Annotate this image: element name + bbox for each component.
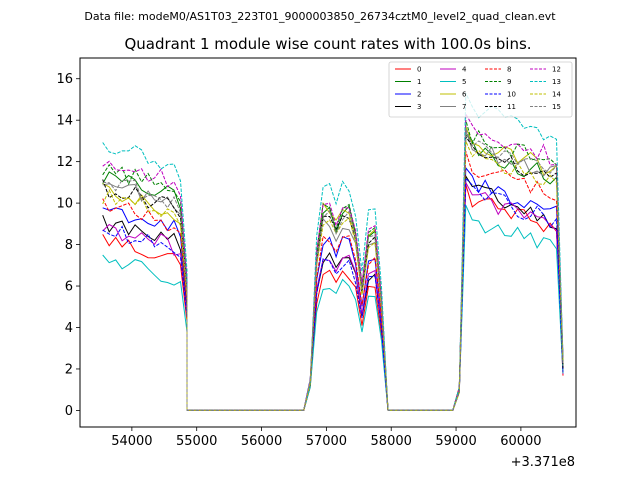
legend-label-1: 1 (417, 78, 421, 86)
y-tick-label: 8 (65, 238, 73, 253)
series-line-15 (102, 128, 564, 411)
x-axis-offset-label: +3.371e8 (511, 455, 575, 470)
series-line-1 (102, 133, 564, 411)
y-tick-label: 6 (65, 280, 73, 295)
legend-label-4: 4 (462, 66, 467, 74)
legend-label-13: 13 (552, 78, 561, 86)
y-axis: 0 2 4 6 8 10 12 14 16 (56, 72, 80, 419)
series-line-12 (102, 112, 564, 411)
series-group (102, 92, 564, 411)
y-tick-label: 4 (65, 321, 73, 336)
y-tick-label: 10 (56, 197, 73, 212)
legend-label-12: 12 (552, 66, 561, 74)
legend-label-7: 7 (462, 103, 466, 111)
legend-label-2: 2 (417, 91, 421, 99)
x-tick-label: 59000 (435, 434, 476, 449)
y-tick-label: 16 (56, 72, 73, 87)
x-axis: 54000 55000 56000 57000 58000 59000 60000 (111, 427, 542, 449)
y-tick-label: 12 (56, 155, 73, 170)
x-tick-label: 54000 (111, 434, 152, 449)
y-tick-label: 2 (65, 362, 73, 377)
series-line-13 (102, 92, 564, 411)
y-tick-label: 14 (56, 114, 73, 129)
x-tick-label: 57000 (306, 434, 347, 449)
series-line-14 (102, 140, 564, 411)
legend-label-8: 8 (507, 66, 511, 74)
legend-label-11: 11 (507, 103, 516, 111)
legend-label-5: 5 (462, 78, 466, 86)
x-tick-label: 56000 (241, 434, 282, 449)
legend-label-6: 6 (462, 91, 467, 99)
legend-label-15: 15 (552, 103, 561, 111)
legend-box (388, 61, 573, 118)
x-tick-label: 55000 (176, 434, 217, 449)
legend-label-9: 9 (507, 78, 511, 86)
axes-frame (79, 57, 577, 428)
legend-label-14: 14 (552, 91, 561, 99)
series-line-10 (102, 176, 564, 411)
series-line-11 (102, 135, 564, 411)
legend-label-3: 3 (417, 103, 421, 111)
series-line-0 (102, 184, 564, 411)
chart-title: Quadrant 1 module wise count rates with … (124, 35, 531, 53)
x-tick-label: 58000 (371, 434, 412, 449)
series-line-2 (102, 166, 564, 411)
chart-suptitle: Data file: modeM0/AS1T03_223T01_90000038… (84, 10, 556, 23)
x-tick-label: 60000 (500, 434, 541, 449)
series-line-4 (102, 180, 564, 411)
series-line-3 (102, 174, 564, 411)
series-line-9 (102, 120, 564, 411)
legend-label-0: 0 (417, 66, 421, 74)
y-tick-label: 0 (65, 404, 73, 419)
series-line-5 (102, 204, 564, 411)
legend-label-10: 10 (507, 91, 516, 99)
plot-area (79, 57, 577, 428)
